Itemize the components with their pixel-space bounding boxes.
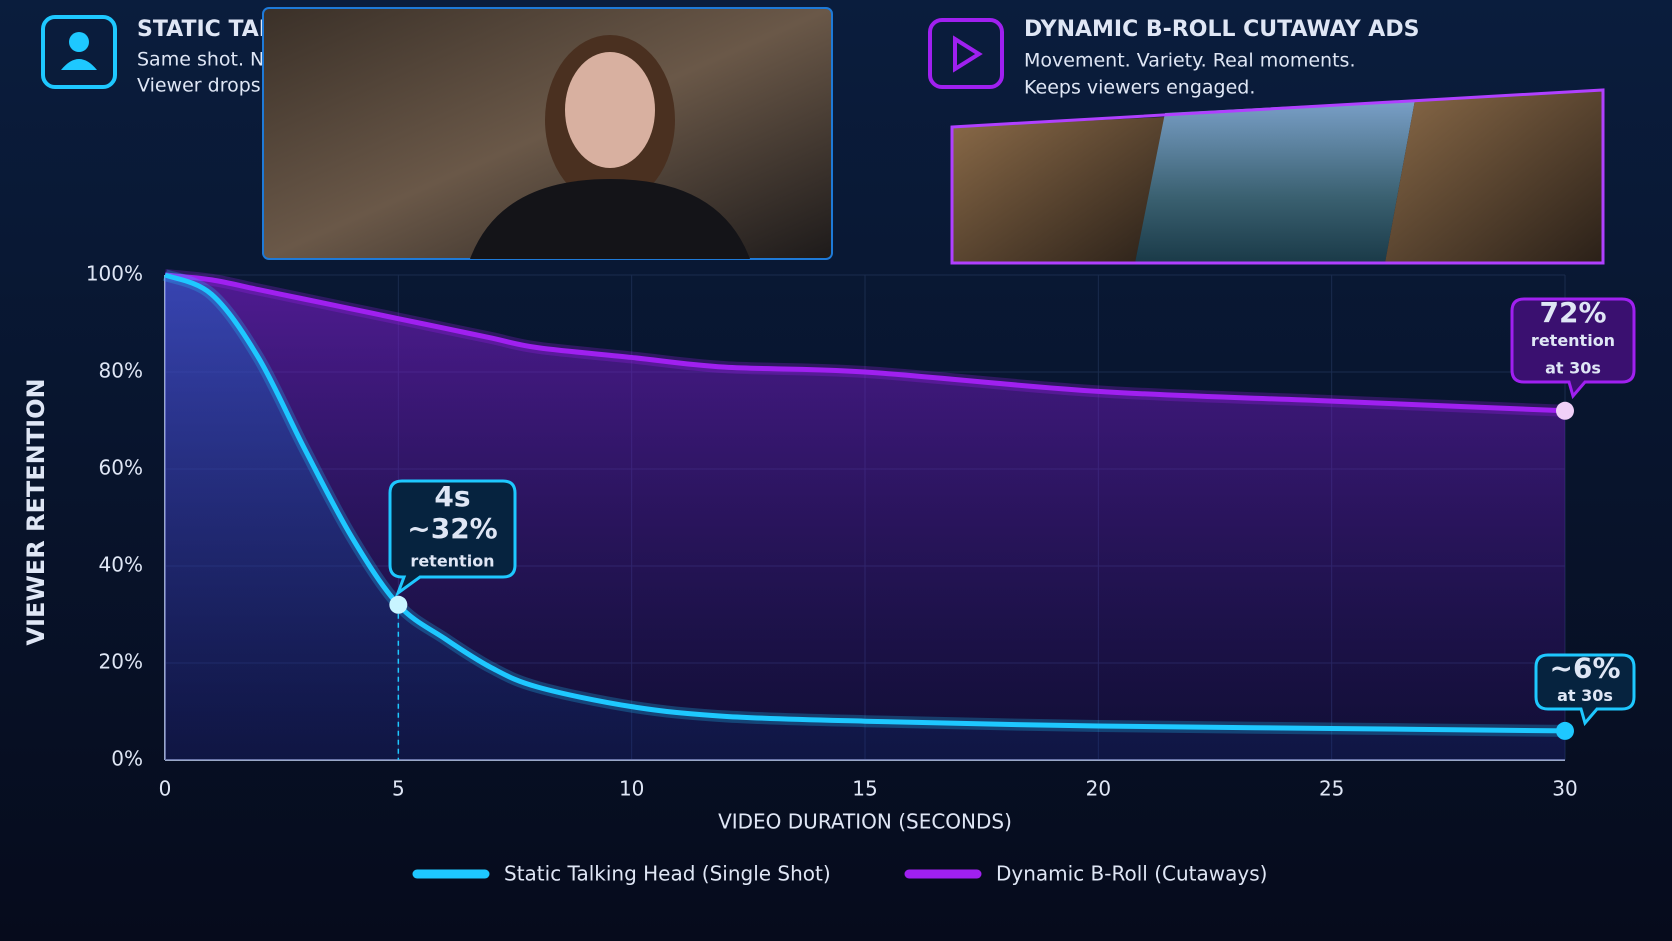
y-tick-label: 80% [99, 359, 143, 383]
x-tick-label: 0 [159, 777, 172, 801]
y-axis-label: VIEWER RETENTION [22, 378, 50, 645]
x-tick-label: 20 [1086, 777, 1111, 801]
panel-text: Keeps viewers engaged. [1024, 77, 1255, 99]
x-tick-label: 25 [1319, 777, 1344, 801]
callout [1510, 297, 1636, 400]
annotation: 72% [1539, 296, 1606, 329]
area [165, 275, 1565, 760]
annotation: retention [410, 552, 494, 571]
callout [1534, 653, 1636, 727]
x-tick-label: 10 [619, 777, 644, 801]
annotation: retention [1531, 331, 1615, 350]
legend-label: Static Talking Head (Single Shot) [504, 862, 831, 886]
panel-title: DYNAMIC B-ROLL CUTAWAY ADS [1024, 17, 1419, 42]
callout [388, 479, 517, 598]
photo [1385, 90, 1603, 263]
x-axis-label: VIDEO DURATION (SECONDS) [718, 810, 1012, 834]
icon [61, 59, 97, 70]
y-tick-label: 0% [111, 747, 143, 771]
photo [952, 117, 1165, 263]
point [1556, 401, 1574, 420]
icon [953, 35, 983, 73]
x-tick-label: 15 [852, 777, 877, 801]
x-tick-label: 5 [392, 777, 405, 801]
point [389, 595, 408, 614]
point [1556, 721, 1574, 740]
panel-text: Movement. Variety. Real moments. [1024, 50, 1356, 72]
annotation: ~6% [1550, 652, 1621, 685]
photo-figure [470, 179, 750, 259]
annotation: ~32% [407, 512, 497, 545]
icon-box [41, 15, 117, 89]
y-tick-label: 20% [99, 650, 143, 674]
area [165, 275, 1565, 760]
y-tick-label: 60% [99, 456, 143, 480]
y-tick-label: 40% [99, 553, 143, 577]
icon-box [928, 18, 1004, 89]
legend-label: Dynamic B-Roll (Cutaways) [996, 862, 1267, 886]
y-tick-label: 100% [86, 262, 143, 286]
line [164, 272, 1566, 414]
line [164, 272, 1566, 734]
annotation: 4s [434, 480, 470, 513]
photo-frame [950, 88, 1605, 265]
photo-figure [565, 52, 655, 168]
photo [1135, 100, 1415, 263]
annotation: at 30s [1557, 686, 1613, 705]
icon [69, 32, 89, 52]
annotation: at 30s [1545, 359, 1601, 378]
x-tick-label: 30 [1552, 777, 1577, 801]
